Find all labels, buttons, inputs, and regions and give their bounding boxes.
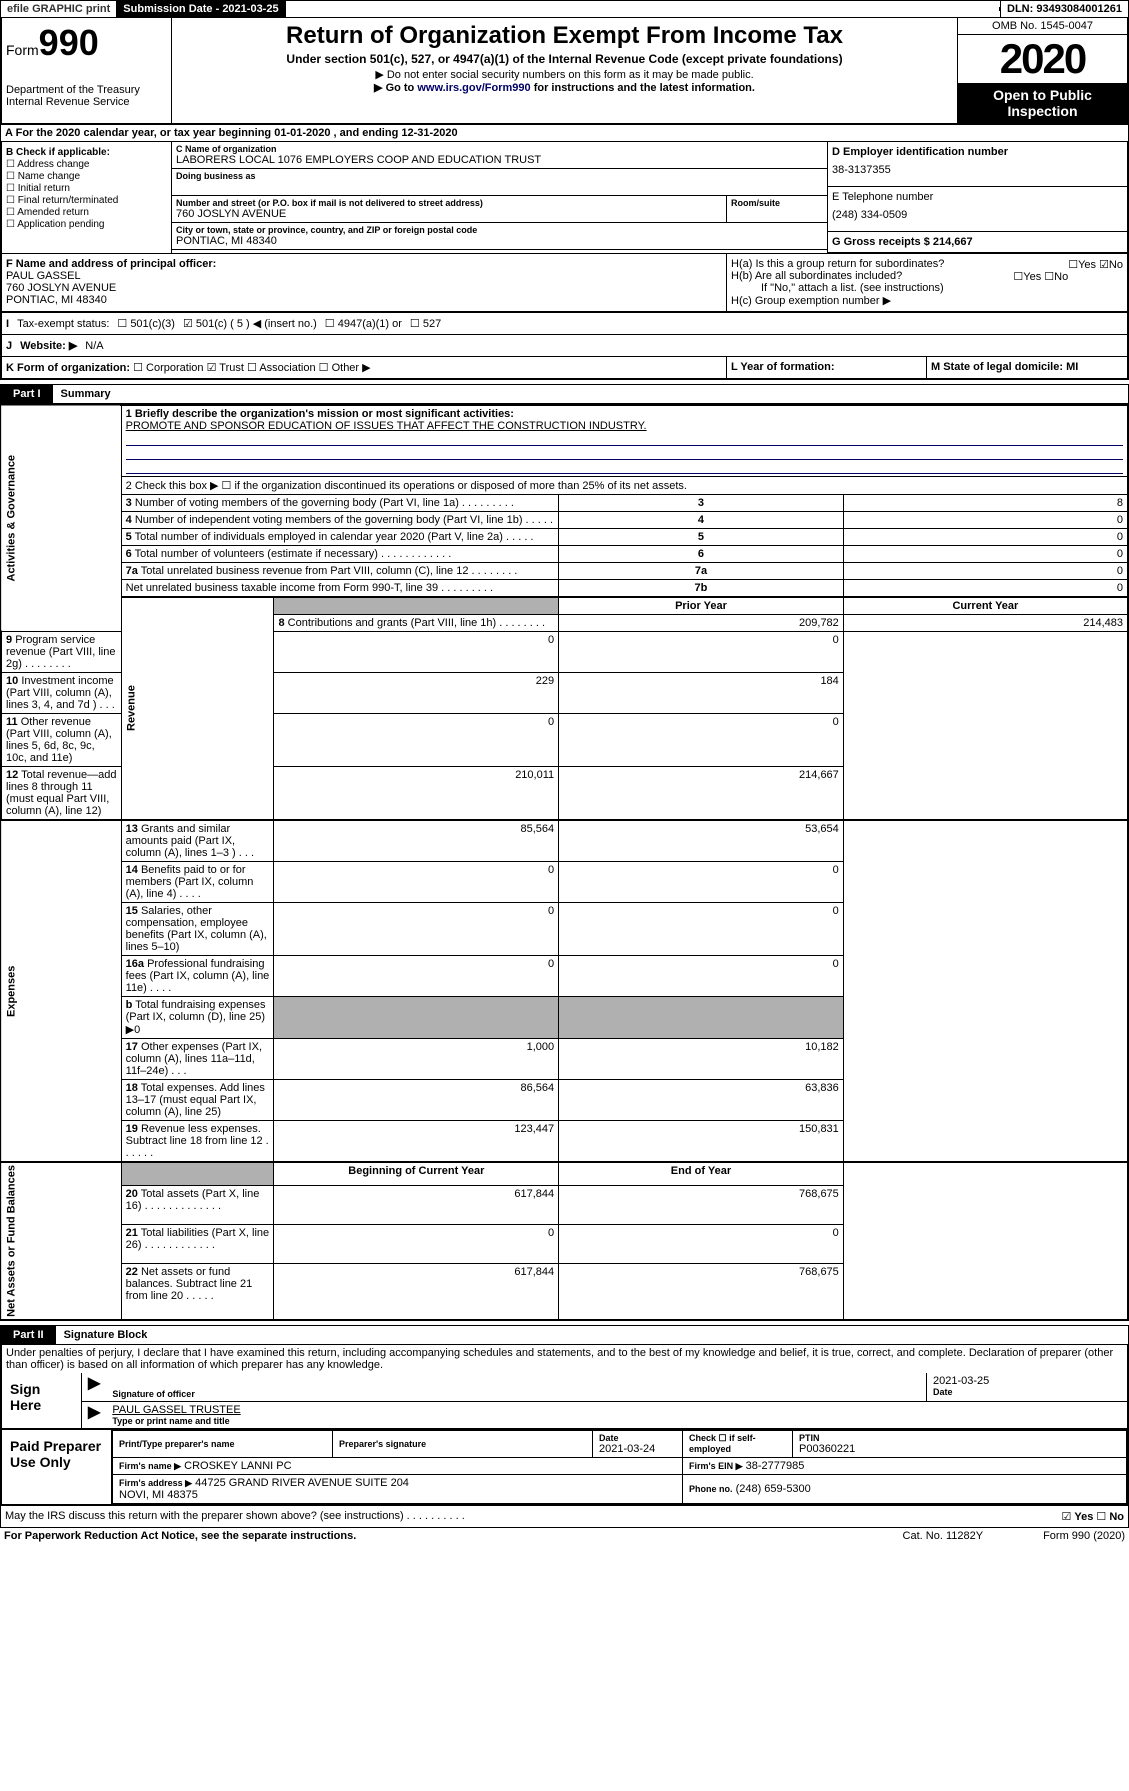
ein-label: D Employer identification number: [832, 146, 1008, 158]
vtab-governance: Activities & Governance: [1, 405, 121, 632]
officer-city: PONTIAC, MI 48340: [6, 294, 722, 306]
group-return-q: H(a) Is this a group return for subordin…: [731, 258, 1123, 270]
street-address: 760 JOSLYN AVENUE: [176, 208, 722, 220]
group-exemption: H(c) Group exemption number ▶: [731, 294, 1123, 307]
form-header: Form990 Department of the Treasury Inter…: [0, 18, 1129, 125]
check-applicable: B Check if applicable: ☐ Address change …: [2, 142, 172, 253]
firm-name: CROSKEY LANNI PC: [184, 1460, 291, 1472]
q2: 2 Check this box ▶ ☐ if the organization…: [121, 477, 1128, 495]
gross-receipts: G Gross receipts $ 214,667: [832, 236, 973, 248]
room-label: Room/suite: [731, 198, 823, 208]
vtab-netassets: Net Assets or Fund Balances: [1, 1162, 121, 1320]
officer-name: PAUL GASSEL: [6, 270, 722, 282]
footer: For Paperwork Reduction Act Notice, see …: [0, 1528, 1129, 1544]
part2-header: Part II Signature Block: [0, 1325, 1129, 1345]
dln: DLN: 93493084001261: [1000, 1, 1128, 17]
org-name-label: C Name of organization: [176, 144, 823, 154]
efile-label[interactable]: efile GRAPHIC print: [1, 1, 117, 17]
line-text: 3 Number of voting members of the govern…: [121, 495, 559, 512]
tax-year: 2020: [958, 35, 1127, 83]
website-row: J Website: ▶ N/A: [0, 335, 1129, 357]
arrow-icon: ▶: [82, 1373, 106, 1401]
arrow-icon: ▶: [82, 1402, 106, 1428]
officer-sig-name: PAUL GASSEL TRUSTEE: [112, 1404, 1121, 1416]
firm-phone: (248) 659-5300: [736, 1483, 811, 1495]
ein-value: 38-3137355: [832, 158, 1123, 182]
open-public-badge: Open to Public Inspection: [958, 83, 1127, 123]
group-note: If "No," attach a list. (see instruction…: [731, 282, 1123, 294]
city-label: City or town, state or province, country…: [176, 225, 823, 235]
perjury-statement: Under penalties of perjury, I declare th…: [0, 1345, 1129, 1373]
dba-label: Doing business as: [176, 171, 823, 181]
mission-text: PROMOTE AND SPONSOR EDUCATION OF ISSUES …: [126, 420, 1123, 432]
telephone-value: (248) 334-0509: [832, 203, 1123, 227]
entity-section: B Check if applicable: ☐ Address change …: [0, 142, 1129, 253]
city-state-zip: PONTIAC, MI 48340: [176, 235, 823, 247]
vtab-revenue: Revenue: [121, 597, 274, 820]
tax-period: A For the 2020 calendar year, or tax yea…: [0, 125, 1129, 142]
vtab-expenses: Expenses: [1, 820, 121, 1162]
form-number: Form990: [6, 22, 167, 64]
org-form-row: K Form of organization: ☐ Corporation ☑ …: [0, 357, 1129, 380]
sign-here-label: Sign Here: [2, 1373, 82, 1428]
submission-date: Submission Date - 2021-03-25: [117, 1, 285, 17]
form-subtitle: Under section 501(c), 527, or 4947(a)(1)…: [176, 52, 953, 66]
summary-table: Activities & Governance 1 Briefly descri…: [0, 404, 1129, 1321]
firm-ein: 38-2777985: [746, 1460, 805, 1472]
subordinates-q: H(b) Are all subordinates included? ☐Yes…: [731, 270, 1123, 282]
officer-street: 760 JOSLYN AVENUE: [6, 282, 722, 294]
may-discuss-row: May the IRS discuss this return with the…: [0, 1506, 1129, 1528]
tax-status-row: I Tax-exempt status: ☐ 501(c)(3) ☑ 501(c…: [0, 313, 1129, 335]
part1-header: Part I Summary: [0, 384, 1129, 404]
paid-preparer-block: Paid Preparer Use Only Print/Type prepar…: [0, 1430, 1129, 1506]
dept-treasury: Department of the Treasury Internal Reve…: [6, 84, 167, 108]
form-note-1: ▶ Do not enter social security numbers o…: [176, 68, 953, 81]
telephone-label: E Telephone number: [832, 191, 1123, 203]
omb-number: OMB No. 1545-0047: [958, 18, 1127, 35]
form-note-2: ▶ Go to www.irs.gov/Form990 for instruct…: [176, 81, 953, 94]
street-label: Number and street (or P.O. box if mail i…: [176, 198, 722, 208]
paid-preparer-label: Paid Preparer Use Only: [2, 1430, 112, 1504]
officer-group-section: F Name and address of principal officer:…: [0, 253, 1129, 313]
form-title: Return of Organization Exempt From Incom…: [176, 22, 953, 50]
irs-link[interactable]: www.irs.gov/Form990: [417, 82, 530, 94]
officer-label: F Name and address of principal officer:: [6, 258, 216, 270]
top-bar: efile GRAPHIC print Submission Date - 20…: [0, 0, 1129, 18]
org-name: LABORERS LOCAL 1076 EMPLOYERS COOP AND E…: [176, 154, 823, 166]
signature-block: Sign Here ▶ Signature of officer 2021-03…: [0, 1373, 1129, 1430]
